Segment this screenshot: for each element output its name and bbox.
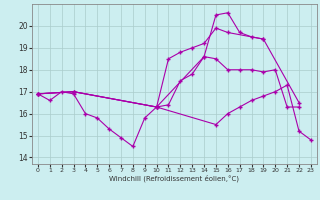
X-axis label: Windchill (Refroidissement éolien,°C): Windchill (Refroidissement éolien,°C)	[109, 175, 239, 182]
